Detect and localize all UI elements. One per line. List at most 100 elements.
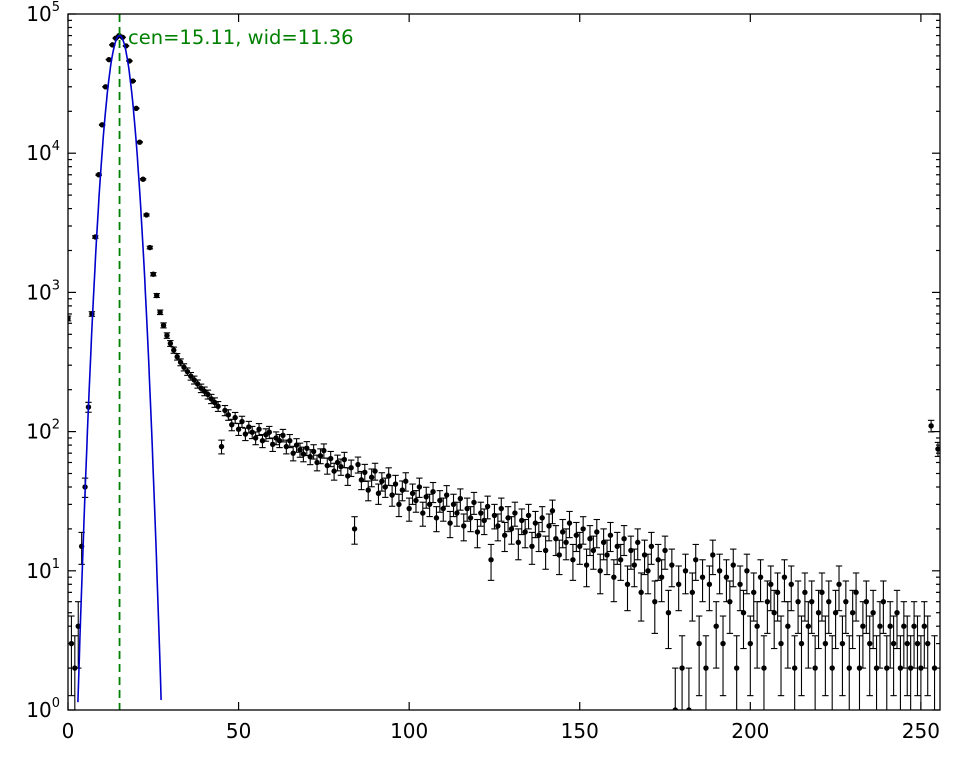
data-point: [430, 489, 436, 495]
data-point: [669, 562, 675, 568]
data-point: [904, 640, 910, 647]
data-point: [744, 568, 750, 574]
data-point: [501, 532, 508, 538]
fit-curve: [77, 34, 162, 703]
data-point: [297, 447, 303, 453]
data-point: [225, 412, 232, 418]
data-point: [785, 623, 791, 629]
data-point: [641, 552, 648, 558]
data-point: [160, 322, 167, 329]
data-point: [498, 505, 504, 512]
data-point: [454, 510, 460, 516]
data-point: [334, 459, 341, 466]
data-point: [542, 547, 549, 554]
x-tick-label: 200: [731, 719, 769, 743]
data-point: [287, 438, 293, 444]
data-point: [150, 271, 156, 277]
x-tick-label: 0: [62, 719, 75, 743]
data-point: [375, 490, 382, 497]
data-point: [478, 510, 484, 516]
data-point: [385, 473, 392, 479]
data-point: [491, 512, 498, 519]
data-point: [256, 426, 262, 432]
data-point: [877, 623, 883, 629]
ticks-group: [67, 13, 940, 711]
data-point: [624, 581, 631, 587]
data-point: [720, 640, 726, 647]
data-point: [235, 426, 242, 432]
data-point: [747, 640, 754, 647]
data-point: [696, 640, 702, 647]
data-point: [443, 492, 450, 498]
data-point: [300, 451, 307, 457]
data-point: [437, 497, 443, 504]
data-point: [890, 640, 897, 647]
x-tick-label: 250: [902, 719, 940, 743]
data-point: [577, 543, 583, 549]
data-point: [181, 364, 187, 370]
data-point: [379, 478, 385, 484]
data-point: [457, 495, 464, 502]
data-point: [102, 84, 109, 90]
data-point: [658, 574, 665, 580]
data-point: [914, 640, 921, 647]
data-point: [884, 665, 890, 671]
data-point: [846, 665, 852, 671]
data-point: [757, 574, 764, 580]
data-point: [771, 610, 777, 616]
data-point: [519, 517, 525, 524]
data-point: [604, 552, 610, 558]
data-point: [911, 623, 917, 629]
data-point: [218, 443, 225, 450]
data-point: [174, 354, 180, 360]
data-point: [413, 497, 419, 504]
data-point: [716, 568, 723, 574]
data-point: [154, 292, 160, 299]
data-point: [600, 539, 607, 546]
data-point: [338, 463, 344, 470]
data-point: [805, 623, 812, 629]
x-tick-label: 50: [226, 719, 251, 743]
data-point: [467, 515, 474, 521]
data-point: [740, 610, 747, 616]
y-tick-label: 103: [26, 278, 60, 304]
data-point: [283, 443, 290, 450]
data-point: [317, 453, 324, 459]
data-point: [867, 640, 873, 647]
data-point: [365, 487, 371, 493]
data-point: [614, 543, 620, 549]
data-layer: [68, 14, 940, 710]
data-point: [815, 610, 822, 616]
data-point: [655, 557, 661, 563]
data-point: [293, 442, 300, 448]
data-point: [802, 589, 808, 596]
data-point: [713, 623, 719, 629]
data-point: [474, 529, 481, 535]
data-point: [873, 665, 880, 671]
data-point: [420, 510, 426, 516]
error-bars-group: [68, 34, 940, 710]
data-point: [549, 508, 556, 514]
data-point: [447, 520, 453, 526]
data-point: [573, 532, 580, 538]
data-point: [768, 581, 774, 587]
data-point: [693, 557, 699, 563]
data-point: [761, 665, 767, 671]
data-point: [351, 526, 358, 532]
data-point: [399, 487, 406, 493]
data-point: [791, 665, 798, 671]
data-point: [563, 539, 569, 546]
data-point: [590, 547, 597, 554]
data-point: [481, 517, 487, 524]
data-point: [809, 598, 815, 605]
data-point: [635, 539, 641, 546]
data-point: [778, 640, 784, 647]
data-point: [269, 441, 276, 448]
data-point: [229, 422, 235, 428]
data-point: [508, 526, 515, 532]
data-point: [764, 598, 771, 605]
data-point: [327, 455, 334, 462]
data-point: [607, 532, 614, 538]
data-point: [689, 589, 696, 596]
